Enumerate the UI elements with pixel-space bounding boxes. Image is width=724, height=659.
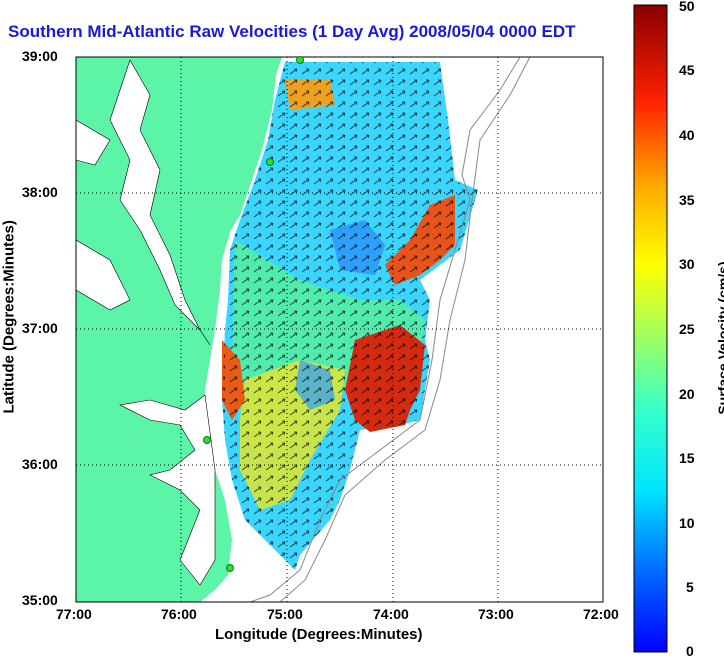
y-tick: 38:00 <box>22 184 58 200</box>
colorbar-label: Surface Velocity (cm/s) <box>715 261 724 415</box>
colorbar-tick: 5 <box>686 579 694 595</box>
colorbar-tick: 25 <box>679 321 695 337</box>
colorbar-tick: 10 <box>679 515 695 531</box>
colorbar-tick: 40 <box>679 127 695 143</box>
station-marker <box>226 564 234 572</box>
colorbar <box>633 4 668 653</box>
colorbar-tick: 20 <box>679 386 695 402</box>
colorbar-tick: 45 <box>679 62 695 78</box>
rappahannock-river <box>76 239 131 311</box>
x-tick: 74:00 <box>373 606 409 622</box>
grid-lines <box>76 57 603 602</box>
y-axis-label: Latitude (Degrees:Minutes) <box>0 220 18 414</box>
x-tick: 75:00 <box>267 606 303 622</box>
station-marker <box>296 56 304 64</box>
x-axis-label: Longitude (Degrees:Minutes) <box>215 626 423 643</box>
x-tick: 77:00 <box>56 606 92 622</box>
bathymetry-contour-2 <box>279 57 531 602</box>
x-tick: 73:00 <box>478 606 514 622</box>
plot-frame <box>75 56 604 603</box>
colorbar-tick: 50 <box>679 0 695 14</box>
x-tick: 72:00 <box>583 606 619 622</box>
colorbar-tick: 30 <box>679 256 695 272</box>
bathymetry-contour <box>249 57 521 602</box>
inland-water <box>119 394 216 586</box>
x-tick: 76:00 <box>161 606 197 622</box>
potomac-river <box>76 119 111 166</box>
station-marker <box>203 436 211 444</box>
velocity-vectors <box>222 62 478 570</box>
station-markers <box>203 56 304 572</box>
colorbar-tick: 15 <box>679 450 695 466</box>
colorbar-tick: 0 <box>686 643 694 659</box>
chesapeake-bay <box>109 59 211 346</box>
y-tick: 39:00 <box>22 48 58 64</box>
y-tick: 37:00 <box>22 320 58 336</box>
y-tick: 36:00 <box>22 456 58 472</box>
colorbar-tick: 35 <box>679 192 695 208</box>
y-tick: 35:00 <box>22 592 58 608</box>
station-marker <box>266 158 274 166</box>
map-title: Southern Mid-Atlantic Raw Velocities (1 … <box>8 22 576 41</box>
